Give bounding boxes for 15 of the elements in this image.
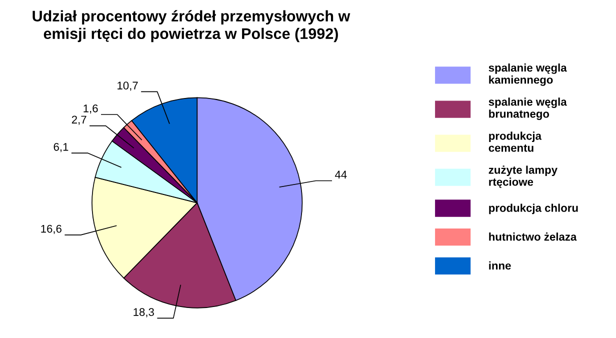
- data-label: 10,7: [118, 82, 138, 91]
- data-label: 16,6: [41, 224, 62, 234]
- legend-label: produkcja cementu: [488, 132, 542, 152]
- data-label: 1,6: [84, 104, 98, 114]
- data-label: 44: [334, 170, 347, 178]
- legend-label: inne: [489, 261, 511, 270]
- legend-label: spalanie węgla brunatnego: [488, 98, 567, 120]
- data-label: 18,3: [134, 308, 154, 318]
- chart-title: Udział procentowy źródeł przemysłowych w emisji rtęci do powietrza w Polsce (1992): [32, 10, 350, 42]
- legend-label: produkcja chloru: [489, 204, 578, 214]
- legend-label: spalanie węgla kamiennego: [488, 64, 567, 86]
- legend-label: zużyte lampy rtęciowe: [488, 166, 558, 188]
- data-label: 6,1: [54, 142, 68, 152]
- data-label: 2,7: [72, 116, 86, 125]
- legend-label: hutnictwo żelaza: [489, 232, 577, 241]
